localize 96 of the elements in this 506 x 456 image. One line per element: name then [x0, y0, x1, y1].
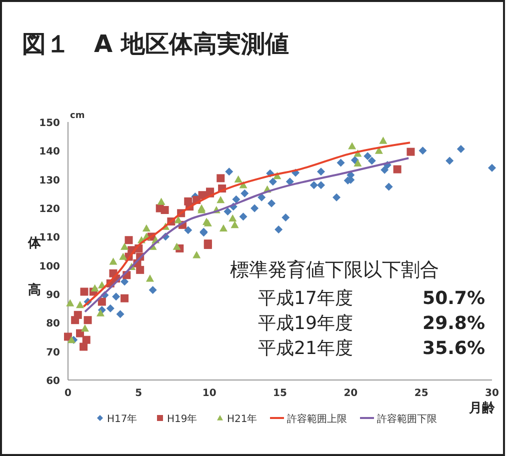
- legend-label: H19年: [167, 413, 198, 425]
- point: [234, 175, 242, 183]
- point: [368, 156, 376, 165]
- point: [310, 181, 318, 190]
- annotation: 標準発育値下限以下割合: [230, 259, 439, 281]
- point: [446, 156, 454, 165]
- point: [109, 258, 118, 265]
- point: [84, 316, 92, 324]
- point: [216, 174, 225, 182]
- point: [316, 168, 325, 176]
- y-tick-label: 130: [39, 175, 60, 186]
- point: [116, 310, 124, 318]
- legend-label: 許容範囲下限: [377, 413, 437, 425]
- point: [380, 166, 389, 174]
- annotation: 35.6%: [422, 338, 485, 359]
- point: [219, 224, 228, 232]
- legend-label: H21年: [227, 413, 258, 425]
- point: [172, 242, 181, 250]
- point: [76, 300, 84, 308]
- point: [225, 168, 234, 176]
- point: [119, 252, 128, 260]
- text: cm: [70, 111, 85, 121]
- point: [240, 189, 249, 198]
- point: [112, 292, 120, 301]
- legend-label: H17年: [107, 413, 138, 425]
- point: [66, 299, 74, 306]
- point: [82, 336, 90, 344]
- point: [354, 159, 362, 166]
- point: [268, 178, 277, 186]
- point: [379, 136, 388, 144]
- x-tick-label: 5: [135, 388, 142, 399]
- y-tick-label: 150: [39, 118, 60, 129]
- x-tick-label: 25: [414, 388, 428, 399]
- point: [282, 213, 290, 222]
- x-tick-label: 10: [202, 388, 216, 399]
- point: [160, 206, 169, 214]
- point: [239, 212, 248, 221]
- point: [393, 165, 402, 174]
- x-tick-label: 0: [64, 388, 72, 399]
- point: [336, 158, 345, 167]
- x-tick-label: 30: [485, 388, 499, 399]
- legend-label: 許容範囲上限: [287, 413, 347, 425]
- point: [80, 288, 88, 296]
- point: [136, 266, 144, 274]
- point: [174, 216, 182, 224]
- point: [456, 144, 465, 153]
- point: [364, 152, 372, 160]
- point: [258, 193, 266, 202]
- y-tick-label: 90: [46, 290, 60, 301]
- point: [250, 204, 259, 212]
- point: [228, 214, 237, 222]
- point: [98, 298, 106, 306]
- annotation: 平成17年度: [258, 288, 353, 309]
- point: [80, 324, 89, 332]
- annotation: 平成19年度: [258, 313, 353, 334]
- y-tick-label: 120: [39, 204, 60, 215]
- y-tick-label: 60: [46, 376, 60, 387]
- chart-title: 図１ A 地区体高実測値: [22, 30, 289, 58]
- point: [232, 195, 240, 204]
- point: [90, 284, 99, 292]
- point: [332, 193, 341, 202]
- point: [230, 220, 239, 228]
- point: [224, 207, 232, 216]
- point: [124, 236, 133, 244]
- point: [384, 182, 393, 191]
- point: [106, 304, 114, 312]
- point: [96, 309, 105, 316]
- point: [216, 196, 225, 204]
- point: [268, 199, 276, 208]
- point: [184, 226, 192, 234]
- y-tick-label: 70: [46, 347, 60, 358]
- point: [192, 251, 201, 258]
- point: [316, 181, 325, 190]
- point: [142, 224, 150, 232]
- y-tick-label: 140: [39, 146, 60, 158]
- point: [148, 286, 157, 294]
- x-tick-label: 20: [344, 388, 358, 399]
- point: [157, 198, 166, 205]
- annotation: 平成21年度: [258, 338, 353, 359]
- annotation: 29.8%: [422, 313, 485, 334]
- point: [120, 294, 129, 302]
- x-axis-title: 月齢: [468, 401, 496, 416]
- point: [274, 226, 283, 234]
- point: [418, 146, 427, 155]
- point: [348, 142, 356, 150]
- point: [406, 148, 415, 156]
- x-tick-label: 15: [273, 388, 287, 399]
- point: [488, 164, 496, 172]
- point: [120, 242, 129, 250]
- annotation: 50.7%: [422, 288, 485, 309]
- y-tick-label: 110: [39, 232, 60, 244]
- y-tick-label: 80: [46, 318, 60, 330]
- y-tick-label: 100: [39, 261, 60, 272]
- point: [146, 274, 154, 282]
- point: [374, 146, 383, 154]
- point: [74, 310, 82, 319]
